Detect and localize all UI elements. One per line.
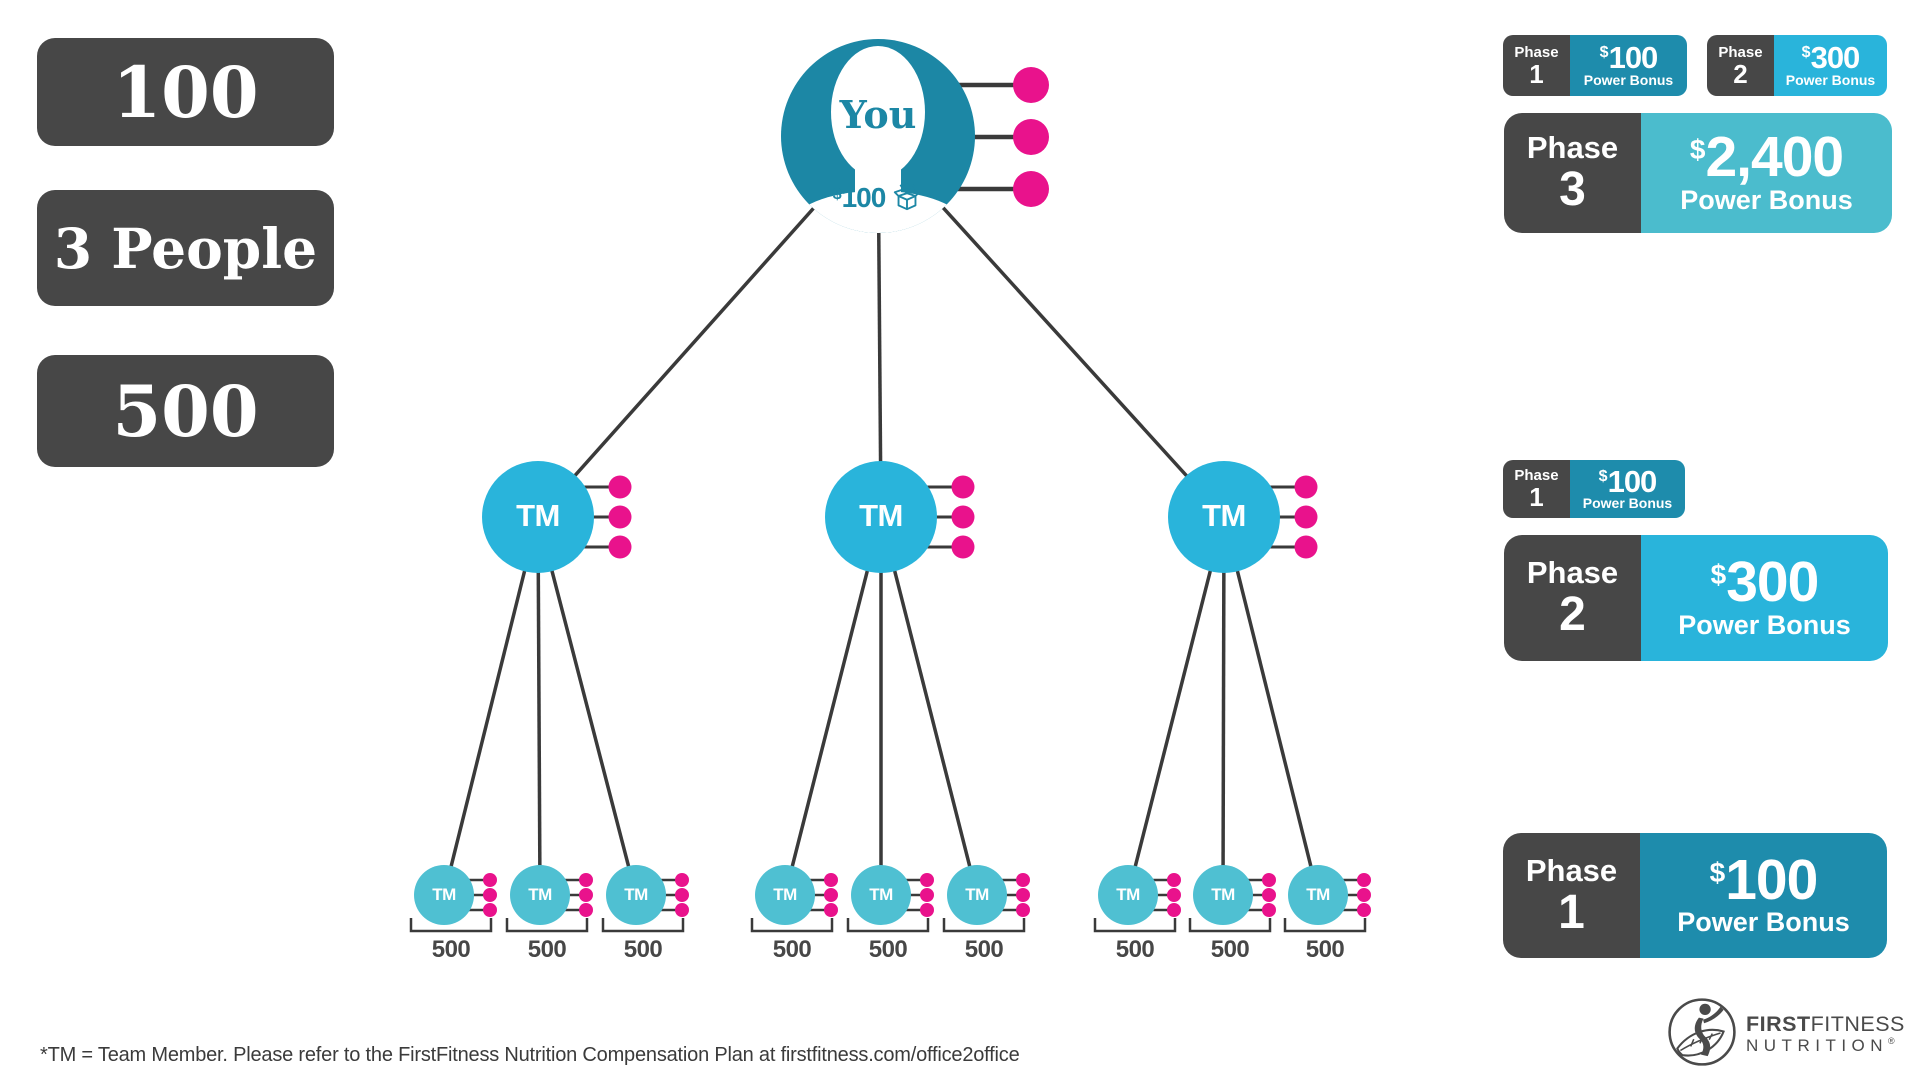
tm-node bbox=[1098, 865, 1158, 925]
gift-box-icon bbox=[891, 180, 923, 217]
tm-node-label: TM bbox=[859, 498, 903, 533]
currency-symbol: $ bbox=[1689, 134, 1706, 166]
firstfitness-logo: FIRSTFITNESS NUTRITION® bbox=[1666, 996, 1905, 1073]
leg-volume-label: 500 bbox=[431, 936, 471, 963]
currency-symbol: $ bbox=[1801, 44, 1811, 62]
bonus-amount: 100 bbox=[841, 182, 887, 213]
tm-node bbox=[1168, 461, 1280, 573]
leg-volume-label: 500 bbox=[623, 936, 663, 963]
tm-node bbox=[825, 461, 937, 573]
leg-volume-label: 500 bbox=[868, 936, 908, 963]
logo-brand-regular: FITNESS bbox=[1810, 1012, 1905, 1037]
leg-volume-label: 500 bbox=[772, 936, 812, 963]
phase-word: Phase bbox=[1525, 852, 1618, 888]
badge-phase3: Phase 3 $2,400 Power Bonus bbox=[1504, 113, 1892, 233]
logo-nutrition-word: NUTRITION bbox=[1746, 1036, 1889, 1055]
currency-symbol: $ bbox=[1710, 559, 1727, 591]
phase-number: 1 bbox=[1529, 58, 1544, 89]
phase-number: 2 bbox=[1559, 588, 1586, 641]
tm-node-label: TM bbox=[869, 885, 893, 904]
tm-nodes-bottom bbox=[414, 865, 1348, 925]
phase-number: 2 bbox=[1733, 58, 1748, 89]
tm-nodes-middle bbox=[482, 461, 1280, 573]
tm-node bbox=[755, 865, 815, 925]
root-node-bonus: $ 100 bbox=[788, 182, 968, 217]
root-node-label: You bbox=[839, 92, 917, 137]
logo-brand-line: FIRSTFITNESS bbox=[1746, 1013, 1905, 1036]
customer-dots bbox=[483, 67, 1371, 917]
phase-word: Phase bbox=[1526, 130, 1619, 165]
logo-nutrition-line: NUTRITION® bbox=[1746, 1036, 1905, 1056]
metric-box-leg-volume: 500 bbox=[37, 355, 334, 467]
badge-phase1-top: Phase 1 $100 Power Bonus bbox=[1503, 35, 1687, 96]
leg-volume-label: 500 bbox=[1305, 936, 1345, 963]
badge-phase1-middle: Phase 1 $100 Power Bonus bbox=[1503, 460, 1685, 518]
tm-node-label: TM bbox=[1211, 885, 1235, 904]
tm-node-label: TM bbox=[528, 885, 552, 904]
bonus-amount: 300 bbox=[1726, 550, 1819, 615]
metric-box-people: 3 People bbox=[37, 190, 334, 306]
badge-phase2-middle: Phase 2 $300 Power Bonus bbox=[1504, 535, 1888, 661]
firstfitness-emblem-icon bbox=[1666, 996, 1738, 1073]
bonus-amount: 100 bbox=[1608, 40, 1659, 76]
tm-node-label: TM bbox=[624, 885, 648, 904]
currency-symbol: $ bbox=[832, 186, 842, 203]
tm-node bbox=[947, 865, 1007, 925]
phase-number: 1 bbox=[1529, 482, 1544, 512]
tm-node bbox=[482, 461, 594, 573]
bonus-label: Power Bonus bbox=[1583, 71, 1674, 88]
leg-volume-label: 500 bbox=[1210, 936, 1250, 963]
bonus-label: Power Bonus bbox=[1680, 184, 1853, 215]
bonus-label: Power Bonus bbox=[1582, 495, 1673, 512]
bonus-amount: 2,400 bbox=[1705, 125, 1844, 190]
phase-number: 3 bbox=[1559, 163, 1586, 216]
tm-node bbox=[1288, 865, 1348, 925]
currency-symbol: $ bbox=[1709, 856, 1726, 888]
phase-word: Phase bbox=[1718, 43, 1763, 61]
metric-box-personal-volume: 100 bbox=[37, 38, 334, 146]
phase-word: Phase bbox=[1526, 555, 1619, 590]
phase-number: 1 bbox=[1558, 885, 1585, 939]
bonus-label: Power Bonus bbox=[1785, 71, 1876, 88]
tm-node bbox=[1193, 865, 1253, 925]
leg-brackets bbox=[409, 918, 1367, 933]
footer-disclaimer: *TM = Team Member. Please refer to the F… bbox=[40, 1044, 1020, 1066]
leg-volume-label: 500 bbox=[527, 936, 567, 963]
bonus-amount: 300 bbox=[1810, 40, 1861, 76]
tm-node-label: TM bbox=[1116, 885, 1140, 904]
bonus-amount: 100 bbox=[1607, 463, 1658, 499]
currency-symbol: $ bbox=[1598, 467, 1608, 485]
tm-node-label: TM bbox=[773, 885, 797, 904]
bonus-label: Power Bonus bbox=[1677, 907, 1850, 938]
leg-volume-label: 500 bbox=[1115, 936, 1155, 963]
phase-word: Phase bbox=[1514, 43, 1559, 61]
tm-node bbox=[414, 865, 474, 925]
badge-phase2-top: Phase 2 $300 Power Bonus bbox=[1707, 35, 1887, 96]
tm-node-label: TM bbox=[516, 498, 560, 533]
tm-node bbox=[851, 865, 911, 925]
bonus-amount: 100 bbox=[1725, 847, 1818, 912]
leg-volume-label: 500 bbox=[964, 936, 1004, 963]
tm-node bbox=[606, 865, 666, 925]
currency-symbol: $ bbox=[1599, 44, 1609, 62]
tm-node-label: TM bbox=[965, 885, 989, 904]
tm-node-label: TM bbox=[432, 885, 456, 904]
tm-node-label: TM bbox=[1202, 498, 1246, 533]
logo-brand-bold: FIRST bbox=[1746, 1012, 1811, 1037]
tm-node-label: TM bbox=[1306, 885, 1330, 904]
bonus-label: Power Bonus bbox=[1678, 609, 1851, 640]
tm-node bbox=[510, 865, 570, 925]
phase-word: Phase bbox=[1514, 467, 1559, 484]
badge-phase1-bottom: Phase 1 $100 Power Bonus bbox=[1503, 833, 1887, 958]
registered-mark: ® bbox=[1888, 1036, 1895, 1046]
